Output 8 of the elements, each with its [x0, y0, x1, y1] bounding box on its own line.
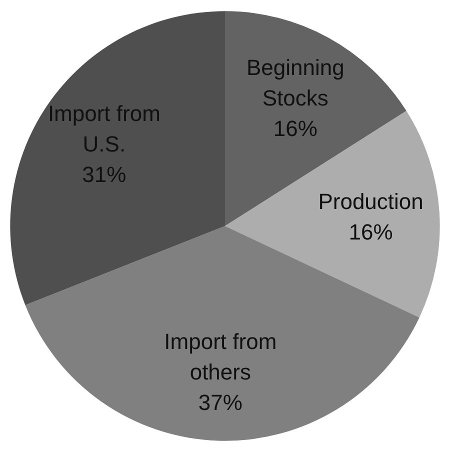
data-label: 16% — [348, 220, 393, 245]
slice-label: Production — [318, 189, 424, 214]
data-label: 31% — [82, 162, 126, 187]
data-label: 37% — [198, 390, 242, 415]
slice-label: Import from others — [164, 328, 277, 384]
slice-label: Import from U.S. — [48, 100, 160, 156]
data-label: 16% — [273, 116, 318, 142]
slice-label: Beginning Stocks — [246, 55, 344, 111]
